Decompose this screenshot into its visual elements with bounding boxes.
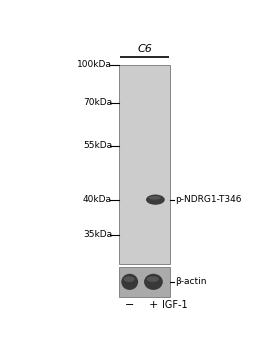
Text: p-NDRG1-T346: p-NDRG1-T346 xyxy=(174,195,241,204)
Bar xyxy=(118,65,170,264)
Ellipse shape xyxy=(148,196,160,200)
Text: +: + xyxy=(148,300,157,310)
Ellipse shape xyxy=(121,274,138,290)
Ellipse shape xyxy=(146,195,164,205)
Text: −: − xyxy=(124,300,134,310)
Ellipse shape xyxy=(146,276,158,282)
Text: C6: C6 xyxy=(137,44,151,54)
Text: 40kDa: 40kDa xyxy=(83,195,112,204)
Text: 70kDa: 70kDa xyxy=(83,98,112,107)
Text: IGF-1: IGF-1 xyxy=(162,300,187,310)
Text: 35kDa: 35kDa xyxy=(83,230,112,239)
Text: 55kDa: 55kDa xyxy=(83,141,112,150)
Ellipse shape xyxy=(123,276,134,282)
Ellipse shape xyxy=(144,274,162,290)
Bar xyxy=(118,267,170,297)
Text: β-actin: β-actin xyxy=(174,277,206,286)
Text: 100kDa: 100kDa xyxy=(77,61,112,69)
